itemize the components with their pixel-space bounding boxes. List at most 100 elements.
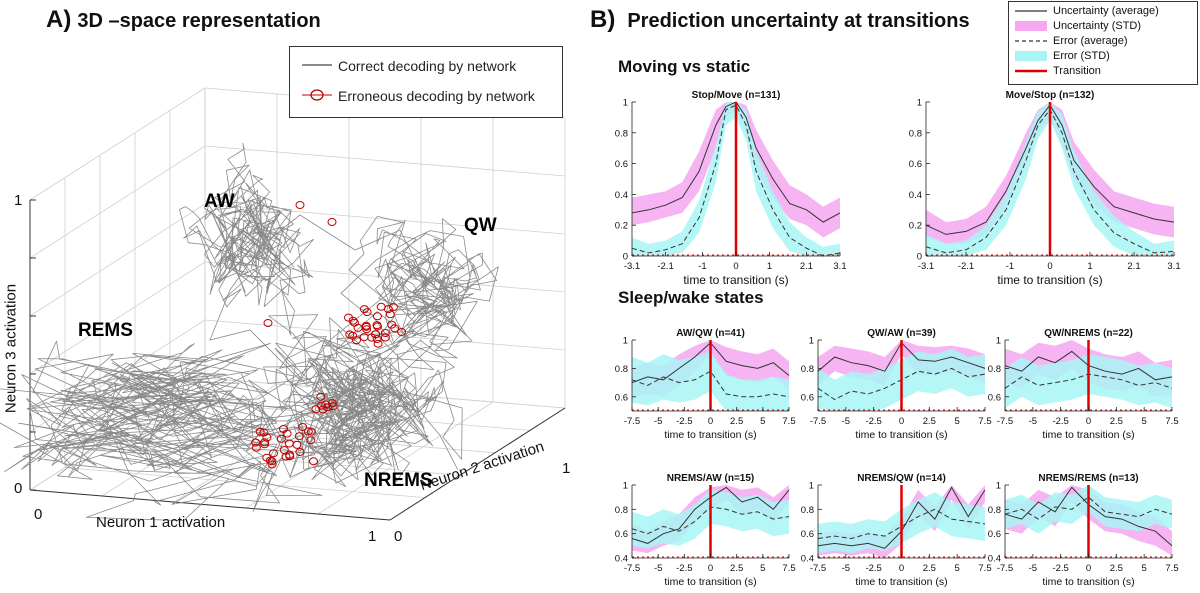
- x-tick-label: 2.5: [1110, 563, 1123, 574]
- x-tick-label: 0: [1047, 261, 1052, 272]
- y-tick-label: 1: [623, 336, 628, 347]
- x-tick-label: -3.1: [624, 261, 640, 272]
- error-average-line: [1004, 496, 1173, 520]
- subplot-2: 0.6 0.8 1 -7.5 -5 -2.5 0 2.5 5 7.5 AW/QW (n=41) tim…: [615, 328, 796, 441]
- y-tick-label: 0.4: [801, 554, 814, 565]
- subplot-5: 0.4 0.6 0.8 1 -7.5 -5 -2.5 0 2.5 5 7.5 NREMS/AW (n=…: [615, 473, 796, 588]
- back-wall-grid-line: [204, 145, 566, 177]
- x-tick-label: -1: [1006, 261, 1014, 272]
- erroneous-decoding-marker: [251, 443, 261, 452]
- section-moving-title: Moving vs static: [618, 57, 751, 76]
- z-axis-label: Neuron 3 activation: [2, 283, 20, 414]
- erroneous-decoding-marker: [306, 436, 316, 445]
- subplot-xlabel: time to transition (s): [664, 429, 756, 441]
- subplot-title: NREMS/AW (n=15): [667, 473, 755, 484]
- y-tick-label: 1: [996, 481, 1001, 492]
- x-tick-label: 5: [760, 563, 765, 574]
- x-tick-label: -5: [654, 416, 662, 427]
- erroneous-decoding-marker: [255, 427, 265, 436]
- x-tick-label: -2.5: [1052, 563, 1068, 574]
- y-tick-label: 1: [623, 481, 628, 492]
- erroneous-decoding-marker: [383, 305, 393, 314]
- x-tick-label: 3.1: [1167, 261, 1180, 272]
- y-tick-label: 0: [917, 252, 922, 263]
- x-tick-label: 5: [1142, 563, 1147, 574]
- panel-a-title-text: 3D –space representation: [77, 10, 321, 32]
- subplot-title: NREMS/REMS (n=13): [1038, 473, 1138, 484]
- y-tick-label: 0.8: [801, 505, 814, 516]
- subplot-title: AW/QW (n=41): [676, 328, 745, 339]
- x-tick-label: -1: [698, 261, 706, 272]
- erroneous-decoding-marker: [361, 322, 371, 331]
- erroneous-decoding-marker: [262, 453, 272, 462]
- erroneous-decoding-marker: [316, 392, 326, 401]
- erroneous-decoding-marker: [259, 428, 269, 437]
- subplot-4: 0.6 0.8 1 -7.5 -5 -2.5 0 2.5 5 7.5 QW/NREMS (n=22)…: [988, 328, 1179, 441]
- panel-a-3d-plot: [0, 87, 566, 522]
- z-tick-0: 0: [14, 480, 23, 497]
- x-tick-label: 0: [899, 416, 904, 427]
- erroneous-decoding-marker: [318, 405, 328, 414]
- erroneous-decoding-marker: [311, 405, 321, 414]
- panel-a-title: A) 3D –space representation: [46, 6, 321, 34]
- y-tick-label: 1: [623, 98, 628, 109]
- legend-erroneous-marker-icon: [310, 89, 324, 101]
- error-average-line: [631, 104, 841, 257]
- x-tick-label: 0: [1086, 563, 1091, 574]
- x-tick-label: 2.5: [923, 563, 936, 574]
- legend-label-1: Uncertainty (STD): [1053, 20, 1142, 32]
- erroneous-decoding-marker: [359, 305, 369, 314]
- x-tick-label: -5: [842, 416, 850, 427]
- subplot-6: 0.4 0.6 0.8 1 -7.5 -5 -2.5 0 2.5 5 7.5 NREMS/QW (n=…: [801, 473, 992, 588]
- y-tick-label: 0.8: [615, 128, 628, 139]
- y-tick-label: 0.8: [615, 505, 628, 516]
- x-tick-label: 2.5: [730, 563, 743, 574]
- legend-erroneous-label: Erroneous decoding by network: [338, 88, 535, 104]
- x-tick-label: -7.5: [810, 416, 826, 427]
- y-tick-label: 0.6: [615, 392, 628, 403]
- side-wall-grid-line: [29, 145, 206, 259]
- subplot-title: Move/Stop (n=132): [1006, 90, 1095, 101]
- x-tick-label: 2.5: [730, 416, 743, 427]
- y-tick-label: 0.2: [615, 221, 628, 232]
- state-label-rems: REMS: [78, 320, 133, 341]
- x-tick-label: 1: [1087, 261, 1092, 272]
- legend-error-std-icon: [1015, 51, 1047, 61]
- x-tick-label: -2.5: [676, 416, 692, 427]
- erroneous-decoding-marker: [251, 438, 261, 447]
- trajectory-aw-cluster: [179, 142, 314, 336]
- legend-correct-label: Correct decoding by network: [338, 58, 517, 74]
- x-tick-label: -5: [654, 563, 662, 574]
- y-tick-0: 0: [394, 528, 403, 545]
- subplot-title: QW/NREMS (n=22): [1044, 328, 1133, 339]
- erroneous-decoding-marker: [282, 429, 292, 438]
- y-tick-label: 0.6: [615, 159, 628, 170]
- x-tick-label: -2.5: [865, 563, 881, 574]
- y-tick-label: 1: [809, 336, 814, 347]
- error-std-band: [926, 102, 1174, 256]
- x-tick-label: -7.5: [997, 416, 1013, 427]
- panel-b-legend-symbols: [1015, 10, 1047, 73]
- panel-b-legend: Uncertainty (average) Uncertainty (STD) …: [1008, 1, 1198, 85]
- y-tick-label: 0.2: [909, 221, 922, 232]
- legend-label-0: Uncertainty (average): [1053, 5, 1159, 17]
- x-tick-label: -7.5: [624, 416, 640, 427]
- subplot-xlabel: time to transition (s): [997, 273, 1102, 287]
- erroneous-decoding-marker: [323, 403, 333, 412]
- x-tick-0: 0: [34, 506, 43, 523]
- y-tick-label: 0.4: [988, 554, 1001, 565]
- z-axis-label-wrap: Neuron 3 activation: [0, 270, 22, 430]
- panel-b-title-text: Prediction uncertainty at transitions: [627, 10, 970, 32]
- panel-b-charts: 0 0.2 0.4 0.6 0.8 1 -3.1 -2.1 -1 0 1 2.1 3.1 Stop/Mov…: [615, 90, 1181, 588]
- x-tick-label: 5: [955, 416, 960, 427]
- side-wall-grid-line: [29, 203, 206, 317]
- erroneous-decoding-marker: [373, 322, 382, 331]
- subplot-xlabel: time to transition (s): [855, 576, 947, 588]
- x-tick-label: 0: [708, 563, 713, 574]
- erroneous-decoding-marker: [294, 432, 304, 441]
- x-tick-label: -2.5: [1052, 416, 1068, 427]
- y-tick-label: 0.8: [801, 364, 814, 375]
- x-tick-label: 0: [899, 563, 904, 574]
- error-average-line: [817, 508, 986, 540]
- erroneous-decoding-marker: [276, 434, 286, 443]
